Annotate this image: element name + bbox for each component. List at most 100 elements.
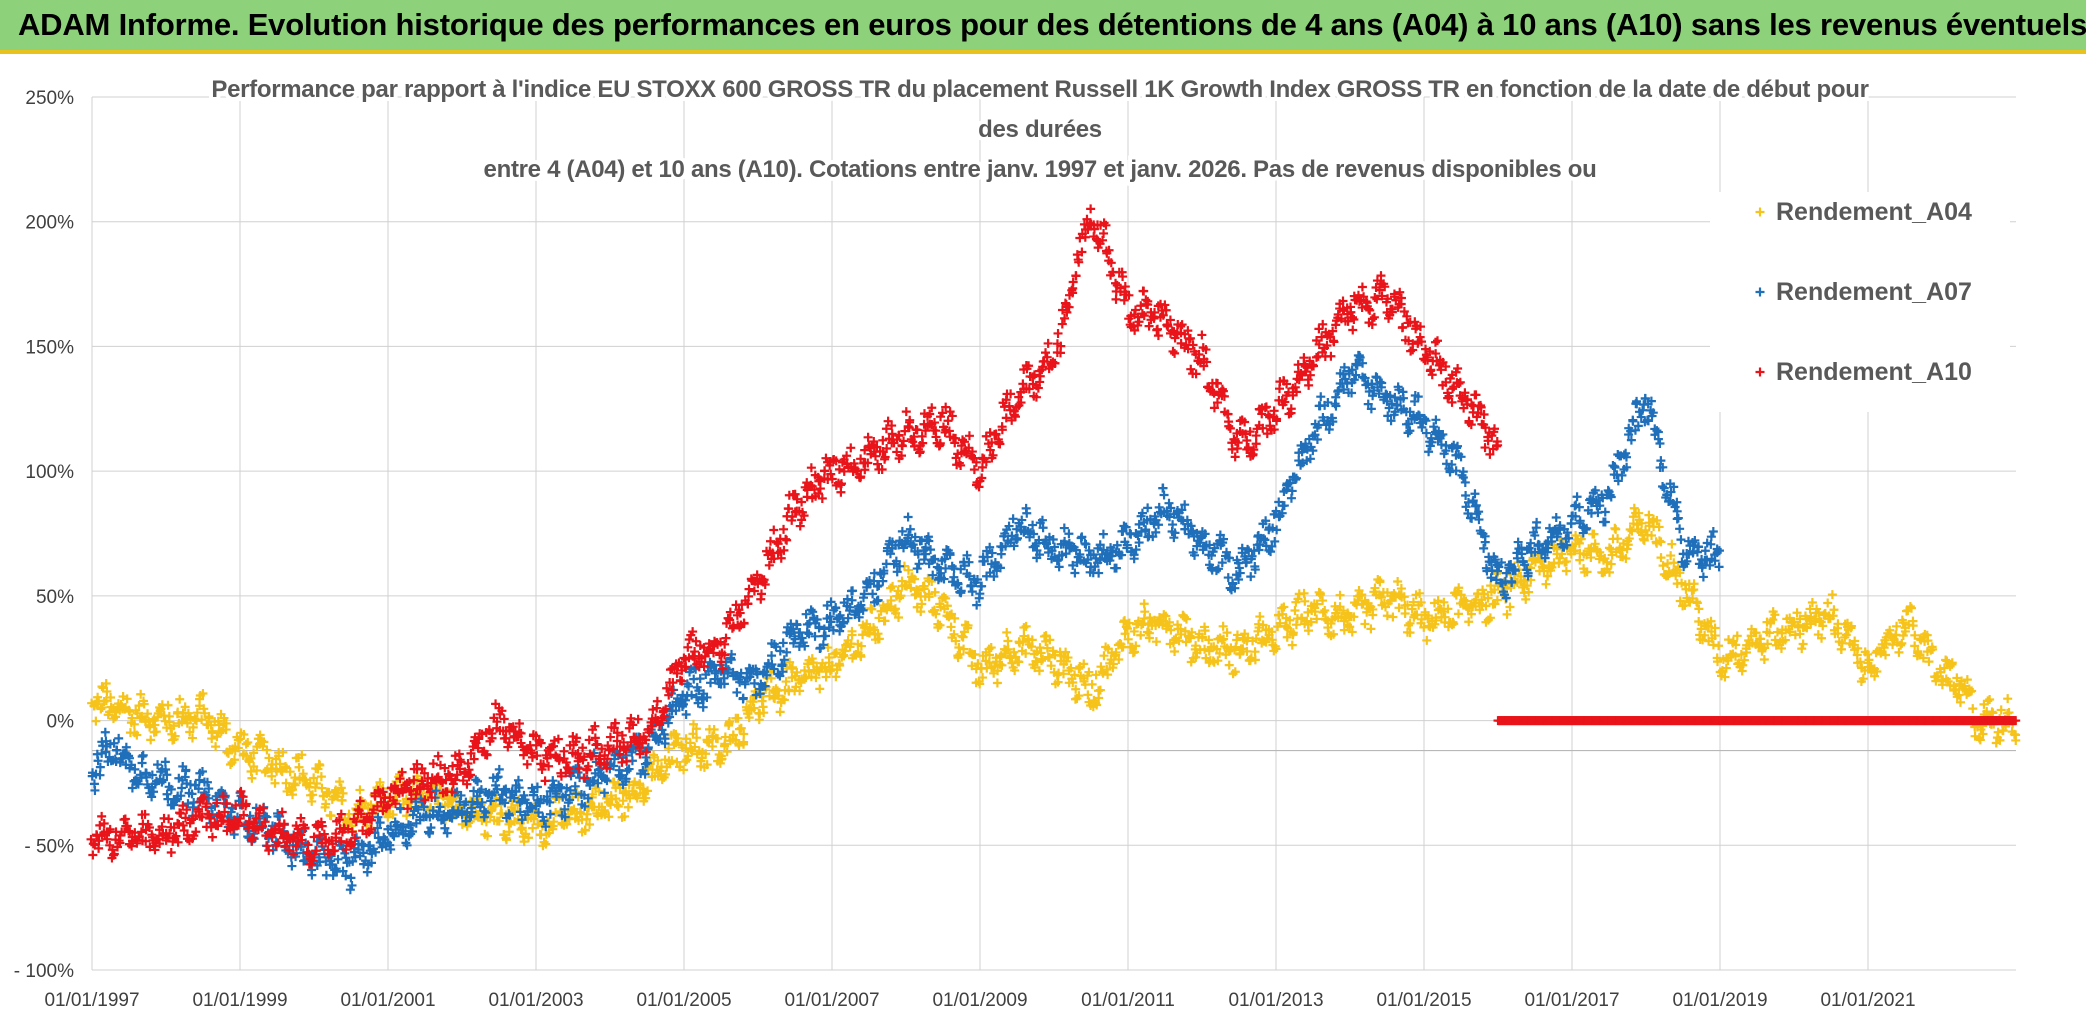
data-point-a04 <box>501 835 511 845</box>
data-point-a04 <box>824 652 834 662</box>
data-point-a04 <box>221 725 231 735</box>
data-point-a04 <box>775 707 785 717</box>
data-point-a04 <box>146 735 156 745</box>
data-point-a04 <box>297 750 307 760</box>
data-point-a04 <box>766 673 776 683</box>
data-point-a04 <box>985 650 995 660</box>
data-point-a04 <box>1604 543 1614 553</box>
data-point-a04 <box>1407 604 1417 614</box>
data-point-a04 <box>1027 635 1037 645</box>
data-point-a04 <box>1723 656 1733 666</box>
data-point-a04 <box>955 649 965 659</box>
data-point-a04 <box>951 636 961 646</box>
data-point-a04 <box>1787 618 1797 628</box>
data-point-a04 <box>1669 558 1679 568</box>
data-point-a04 <box>316 772 326 782</box>
data-point-a04 <box>156 704 166 714</box>
data-point-a04 <box>290 780 300 790</box>
data-point-a04 <box>733 713 743 723</box>
data-point-a07 <box>473 776 482 786</box>
data-point-a04 <box>188 722 198 732</box>
data-point-a04 <box>1613 534 1623 544</box>
data-point-a04 <box>1200 644 1210 654</box>
data-point-a10 <box>1430 337 1440 347</box>
data-point-a04 <box>1285 615 1295 625</box>
data-point-a04 <box>1197 632 1207 642</box>
data-point-a04 <box>946 622 956 632</box>
data-point-a07 <box>177 783 187 793</box>
data-point-a04 <box>1267 627 1277 637</box>
data-point-a04 <box>1864 655 1874 665</box>
data-point-a04 <box>139 699 149 709</box>
data-point-a04 <box>1092 700 1102 710</box>
data-point-a04 <box>717 754 727 764</box>
data-point-a04 <box>1158 616 1168 626</box>
data-point-a04 <box>1739 655 1749 665</box>
data-point-a10 <box>1111 294 1121 304</box>
data-point-a04 <box>1629 503 1639 513</box>
data-point-a04 <box>1675 596 1685 606</box>
data-point-a04 <box>132 730 142 740</box>
data-point-a04 <box>1698 635 1708 645</box>
data-point-a04 <box>1712 657 1722 667</box>
data-point-a07 <box>1675 524 1685 534</box>
data-point-a07 <box>806 605 816 615</box>
data-point-a04 <box>1174 636 1184 646</box>
data-point-a04 <box>784 685 794 695</box>
data-point-a04 <box>904 577 914 587</box>
data-point-a10 <box>279 819 289 829</box>
data-point-a04 <box>580 825 590 835</box>
data-point-a04 <box>1416 597 1426 607</box>
data-point-a10 <box>790 489 800 499</box>
data-point-a10 <box>1432 336 1442 346</box>
data-point-a04 <box>129 719 139 729</box>
data-point-a04 <box>692 733 702 743</box>
data-point-a04 <box>247 773 257 783</box>
data-point-a10 <box>684 635 694 645</box>
data-point-a04 <box>169 721 179 731</box>
data-point-a10 <box>592 739 602 749</box>
data-point-a10 <box>428 759 438 769</box>
data-point-a04 <box>1694 617 1704 626</box>
data-point-a04 <box>1738 660 1748 670</box>
data-point-a07 <box>1316 392 1326 402</box>
data-point-a07 <box>493 772 503 782</box>
data-point-a10 <box>1304 380 1314 390</box>
data-point-a04 <box>336 783 346 793</box>
data-point-a07 <box>494 764 504 774</box>
data-point-a04 <box>1461 596 1471 606</box>
data-point-a04 <box>867 604 877 614</box>
x-tick-label: 01/01/2005 <box>636 990 731 1011</box>
data-point-a04 <box>764 691 774 701</box>
data-point-a04 <box>1187 627 1197 637</box>
data-point-a04 <box>259 737 269 747</box>
data-point-a04 <box>1710 631 1720 641</box>
data-point-a04 <box>924 592 934 602</box>
data-point-a10 <box>88 850 98 860</box>
data-point-a04 <box>993 666 1003 676</box>
scatter-chart: 250%200%150%100%50%0%- 50%- 100%01/01/19… <box>14 72 2021 1011</box>
data-point-a04 <box>1505 602 1515 612</box>
data-point-a04 <box>1243 633 1253 643</box>
data-point-a04 <box>1079 659 1089 669</box>
data-point-a04 <box>233 743 243 753</box>
data-point-a10 <box>1357 282 1367 292</box>
data-point-a04 <box>690 742 700 752</box>
data-point-a04 <box>249 748 259 758</box>
data-point-a04 <box>839 651 849 661</box>
data-point-a10 <box>1213 379 1223 389</box>
data-point-a04 <box>1675 568 1685 578</box>
data-point-a04 <box>1215 648 1225 658</box>
data-point-a04 <box>1400 608 1410 618</box>
data-point-a04 <box>739 737 749 747</box>
data-point-a04 <box>613 801 623 811</box>
data-point-a04 <box>707 741 717 751</box>
data-point-a04 <box>278 747 288 757</box>
data-point-a10 <box>1170 348 1180 358</box>
data-point-a04 <box>1807 598 1817 608</box>
data-point-a04 <box>1481 601 1491 611</box>
data-point-a04 <box>1574 538 1584 548</box>
data-point-a10 <box>1086 204 1096 214</box>
data-point-a04 <box>1453 609 1463 619</box>
data-point-a04 <box>1287 640 1297 650</box>
